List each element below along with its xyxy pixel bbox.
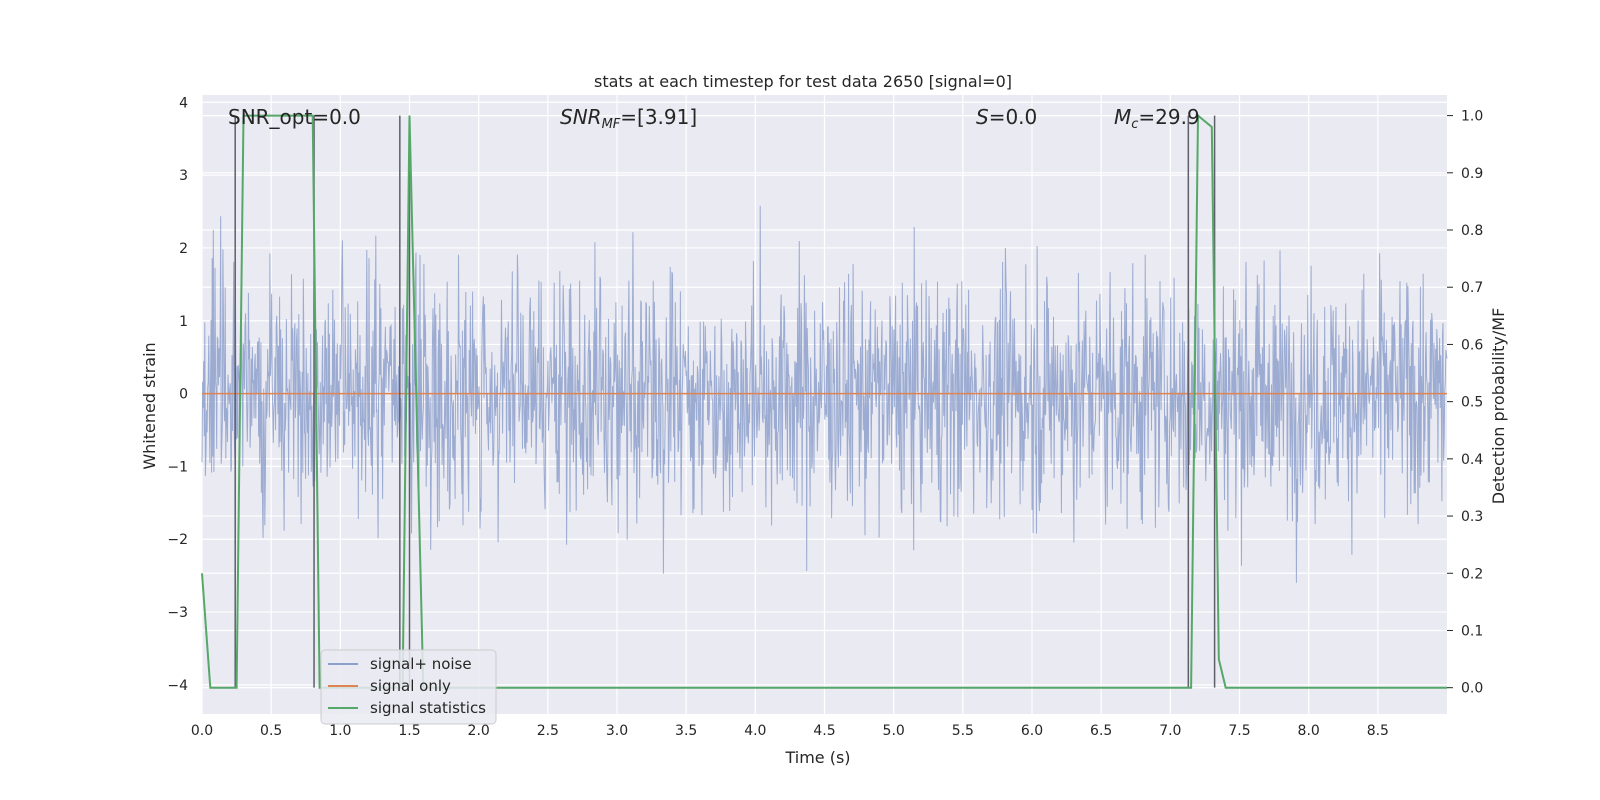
y2-tick-label: 1.0 (1461, 109, 1483, 125)
annotation-mc: Mc=29.9 (1114, 105, 1200, 132)
x-tick-label: 4.5 (813, 723, 835, 739)
y-tick-label: −3 (167, 605, 188, 621)
y-tick-label: −1 (167, 459, 188, 475)
y2-tick-label: 0.0 (1461, 681, 1483, 697)
y-tick-label: −2 (167, 532, 188, 548)
legend-entry-noise: signal+ noise (370, 655, 472, 673)
legend-entry-signal: signal only (370, 677, 451, 695)
y2-tick-label: 0.8 (1461, 223, 1483, 239)
x-tick-label: 8.0 (1298, 723, 1320, 739)
x-tick-label: 8.5 (1367, 723, 1389, 739)
annotation-snr-mf: SNRMF=[3.91] (560, 105, 697, 132)
y2-axis-label: Detection probability/MF (1489, 308, 1508, 505)
y2-axis-ticks: 1.0 0.9 0.8 0.7 0.6 0.5 0.4 0.3 0.2 0.1 0.0 (1447, 109, 1483, 697)
y-tick-label: 1 (179, 314, 188, 330)
x-tick-label: 0.5 (260, 723, 282, 739)
x-axis-ticks: 0.0 0.5 1.0 1.5 2.0 2.5 3.0 3.5 4.0 4.5 5.0 5.5 6.0 6… (191, 723, 1389, 739)
y2-tick-label: 0.3 (1461, 509, 1483, 525)
x-tick-label: 3.5 (675, 723, 697, 739)
legend-entry-stats: signal statistics (370, 699, 486, 717)
series-signal-statistics (201, 113, 1447, 689)
y2-tick-label: 0.1 (1461, 623, 1483, 639)
x-tick-label: 3.0 (606, 723, 628, 739)
x-tick-label: 5.5 (952, 723, 974, 739)
y2-tick-label: 0.6 (1461, 337, 1483, 353)
x-tick-label: 4.0 (744, 723, 766, 739)
x-tick-label: 2.5 (537, 723, 559, 739)
y-axis-label: Whitened strain (140, 342, 159, 469)
x-axis-label: Time (s) (784, 748, 850, 767)
x-tick-label: 1.5 (398, 723, 420, 739)
y-tick-label: 4 (179, 95, 188, 111)
y-tick-label: 3 (179, 168, 188, 184)
x-tick-label: 6.0 (1021, 723, 1043, 739)
x-tick-label: 0.0 (191, 723, 213, 739)
x-tick-label: 7.0 (1159, 723, 1181, 739)
x-tick-label: 6.5 (1090, 723, 1112, 739)
y-tick-label: 0 (179, 387, 188, 403)
legend-box (320, 649, 497, 725)
x-tick-label: 2.0 (468, 723, 490, 739)
x-tick-label: 7.5 (1228, 723, 1250, 739)
y-tick-label: −4 (167, 678, 188, 694)
y2-tick-label: 0.2 (1461, 566, 1483, 582)
x-tick-label: 5.0 (883, 723, 905, 739)
chart-title: stats at each timestep for test data 265… (594, 72, 1012, 91)
y2-tick-label: 0.5 (1461, 395, 1483, 411)
y-tick-label: 2 (179, 241, 188, 257)
y2-tick-label: 0.4 (1461, 452, 1483, 468)
vertical-markers (234, 115, 1216, 688)
x-tick-label: 1.0 (329, 723, 351, 739)
y-axis-ticks: 4 3 2 1 0 −1 −2 −3 −4 (167, 95, 188, 694)
legend: signal+ noise signal only signal statist… (320, 649, 497, 725)
annotation-s: S=0.0 (976, 105, 1037, 129)
y2-tick-label: 0.9 (1461, 166, 1483, 182)
y2-tick-label: 0.7 (1461, 280, 1483, 296)
annotation-snr-opt: SNR_opt=0.0 (228, 105, 361, 129)
